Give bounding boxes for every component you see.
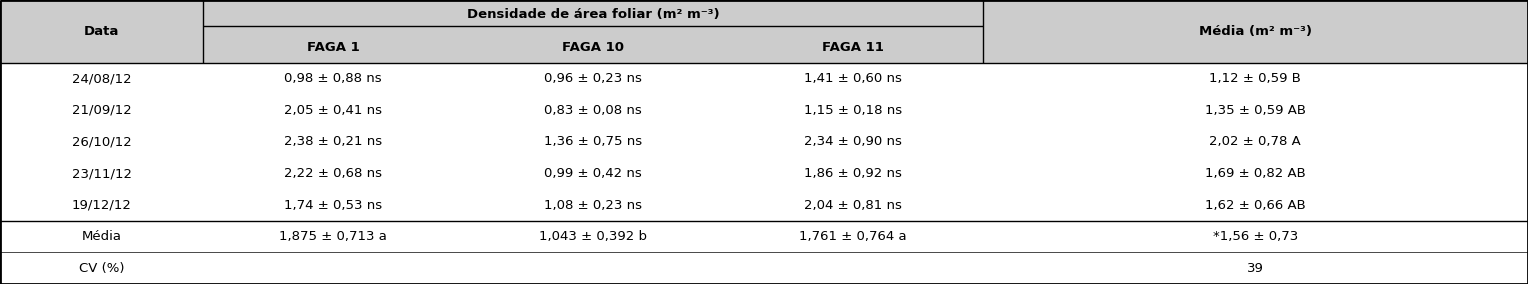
Text: 0,98 ± 0,88 ns: 0,98 ± 0,88 ns	[284, 72, 382, 85]
Text: 0,83 ± 0,08 ns: 0,83 ± 0,08 ns	[544, 104, 642, 117]
Bar	[0, 126, 1528, 158]
Bar	[0, 221, 1528, 252]
Text: 2,05 ± 0,41 ns: 2,05 ± 0,41 ns	[284, 104, 382, 117]
Text: 1,41 ± 0,60 ns: 1,41 ± 0,60 ns	[804, 72, 902, 85]
Text: 26/10/12: 26/10/12	[72, 135, 131, 149]
Text: 1,12 ± 0,59 B: 1,12 ± 0,59 B	[1209, 72, 1302, 85]
Text: *1,56 ± 0,73: *1,56 ± 0,73	[1213, 230, 1297, 243]
Text: 0,99 ± 0,42 ns: 0,99 ± 0,42 ns	[544, 167, 642, 180]
Bar	[0, 63, 1528, 95]
Text: 1,36 ± 0,75 ns: 1,36 ± 0,75 ns	[544, 135, 642, 149]
Text: 1,62 ± 0,66 AB: 1,62 ± 0,66 AB	[1206, 199, 1305, 212]
Text: 1,761 ± 0,764 a: 1,761 ± 0,764 a	[799, 230, 906, 243]
Bar	[0, 0, 1528, 63]
Bar	[0, 252, 1528, 284]
Text: 1,15 ± 0,18 ns: 1,15 ± 0,18 ns	[804, 104, 902, 117]
Text: FAGA 11: FAGA 11	[822, 41, 883, 54]
Text: 2,02 ± 0,78 A: 2,02 ± 0,78 A	[1209, 135, 1302, 149]
Bar	[0, 158, 1528, 189]
Text: 21/09/12: 21/09/12	[72, 104, 131, 117]
Text: 0,96 ± 0,23 ns: 0,96 ± 0,23 ns	[544, 72, 642, 85]
Text: CV (%): CV (%)	[79, 262, 124, 275]
Text: Densidade de área foliar (m² m⁻³): Densidade de área foliar (m² m⁻³)	[466, 8, 720, 21]
Text: 2,34 ± 0,90 ns: 2,34 ± 0,90 ns	[804, 135, 902, 149]
Text: 1,043 ± 0,392 b: 1,043 ± 0,392 b	[539, 230, 646, 243]
Text: 1,08 ± 0,23 ns: 1,08 ± 0,23 ns	[544, 199, 642, 212]
Text: 1,74 ± 0,53 ns: 1,74 ± 0,53 ns	[284, 199, 382, 212]
Text: 39: 39	[1247, 262, 1264, 275]
Text: 1,35 ± 0,59 AB: 1,35 ± 0,59 AB	[1204, 104, 1306, 117]
Text: Média: Média	[81, 230, 122, 243]
Text: Média (m² m⁻³): Média (m² m⁻³)	[1199, 25, 1311, 38]
Text: 23/11/12: 23/11/12	[72, 167, 131, 180]
Text: 24/08/12: 24/08/12	[72, 72, 131, 85]
Bar	[0, 189, 1528, 221]
Text: 1,86 ± 0,92 ns: 1,86 ± 0,92 ns	[804, 167, 902, 180]
Text: 19/12/12: 19/12/12	[72, 199, 131, 212]
Text: 2,38 ± 0,21 ns: 2,38 ± 0,21 ns	[284, 135, 382, 149]
Text: FAGA 1: FAGA 1	[307, 41, 359, 54]
Text: FAGA 10: FAGA 10	[562, 41, 623, 54]
Bar	[0, 95, 1528, 126]
Text: 2,22 ± 0,68 ns: 2,22 ± 0,68 ns	[284, 167, 382, 180]
Text: 1,875 ± 0,713 a: 1,875 ± 0,713 a	[280, 230, 387, 243]
Text: 1,69 ± 0,82 AB: 1,69 ± 0,82 AB	[1206, 167, 1305, 180]
Text: 2,04 ± 0,81 ns: 2,04 ± 0,81 ns	[804, 199, 902, 212]
Text: Data: Data	[84, 25, 119, 38]
